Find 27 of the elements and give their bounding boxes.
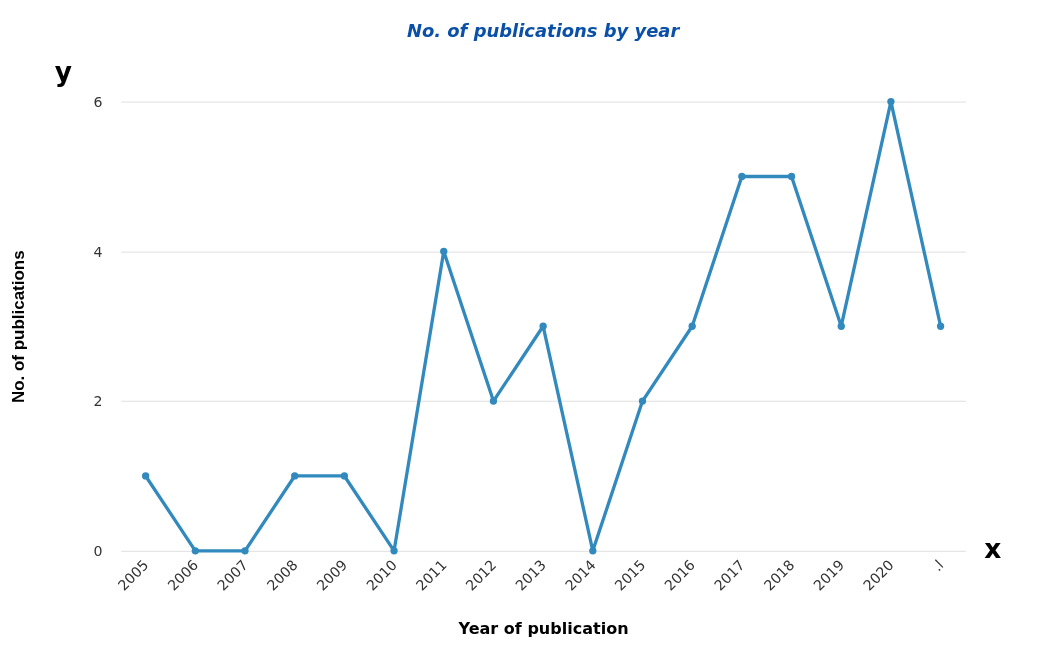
point	[390, 547, 398, 555]
x-tick-label: .l	[929, 556, 947, 575]
point	[887, 97, 895, 106]
text: x	[984, 533, 1002, 565]
point	[440, 247, 448, 255]
chart-title: No. of publications by year	[406, 20, 681, 42]
point	[340, 472, 349, 480]
y-tick-label: 6	[93, 93, 103, 110]
x-axis-title: Year of publication	[457, 619, 629, 639]
point	[738, 172, 746, 181]
point	[936, 322, 945, 330]
point	[291, 472, 299, 480]
point	[638, 397, 647, 405]
point	[141, 472, 150, 480]
y-axis-title: No. of publications	[8, 250, 28, 404]
point	[837, 322, 845, 330]
text: y	[54, 55, 72, 87]
y-tick-label: 0	[93, 543, 103, 560]
y-tick-label: 2	[93, 393, 103, 410]
point	[688, 322, 696, 330]
y-tick-label: 4	[93, 243, 103, 260]
point	[191, 547, 199, 555]
point	[489, 397, 498, 405]
point	[787, 172, 796, 181]
point	[589, 547, 597, 555]
point	[539, 322, 547, 330]
point	[241, 547, 249, 555]
